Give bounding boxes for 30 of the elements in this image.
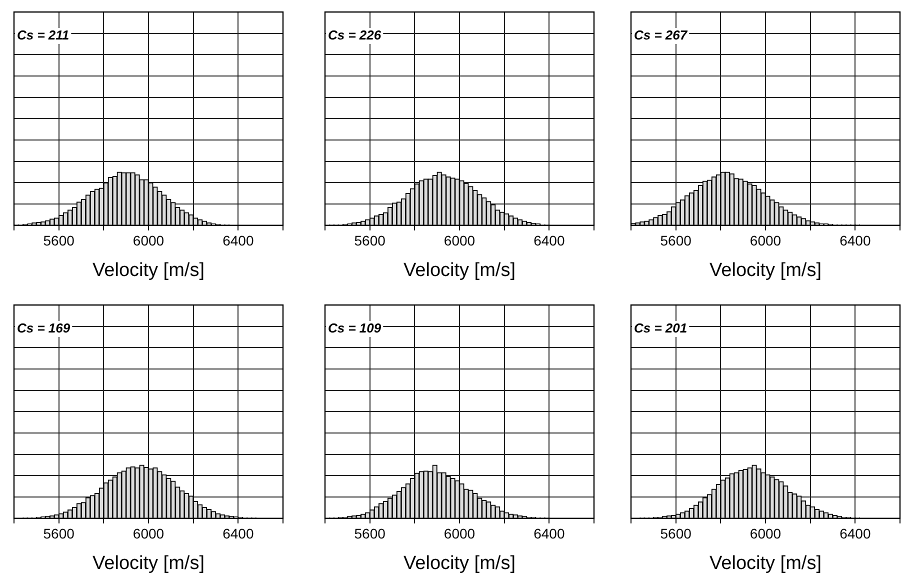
text: Cs = 226	[328, 28, 382, 43]
x-tick-label: 6400	[222, 232, 254, 249]
x-tick-label: 6000	[132, 232, 164, 249]
x-tick-label: 6000	[444, 232, 476, 249]
x-tick-label: 6400	[534, 232, 565, 249]
x-tick-label: 6400	[840, 526, 871, 542]
x-axis-title: Velocity [m/s]	[404, 260, 516, 281]
x-axis-title: Velocity [m/s]	[92, 552, 204, 574]
x-tick-label: 6400	[534, 526, 565, 542]
x-tick-label: 6000	[750, 232, 782, 249]
x-axis-title: Velocity [m/s]	[404, 552, 516, 574]
x-tick-label: 6000	[444, 526, 476, 542]
text: Cs = 201	[634, 320, 688, 336]
text: Cs = 267	[634, 28, 688, 43]
x-tick-label: 5600	[660, 232, 692, 249]
x-tick-label: 5600	[354, 526, 386, 542]
x-tick-label: 5600	[43, 232, 75, 249]
x-tick-label: 5600	[354, 232, 386, 249]
x-tick-label: 5600	[660, 526, 692, 542]
text: Cs = 169	[17, 320, 71, 336]
x-tick-label: 6000	[750, 526, 782, 542]
x-tick-label: 6400	[840, 232, 871, 249]
x-axis-title: Velocity [m/s]	[710, 552, 822, 574]
x-tick-label: 6400	[222, 526, 254, 542]
x-tick-label: 5600	[43, 526, 75, 542]
text: Cs = 211	[17, 28, 70, 43]
x-axis-title: Velocity [m/s]	[710, 260, 822, 281]
x-tick-label: 6000	[132, 526, 164, 542]
x-axis-title: Velocity [m/s]	[92, 260, 204, 281]
text: Cs = 109	[328, 320, 382, 336]
